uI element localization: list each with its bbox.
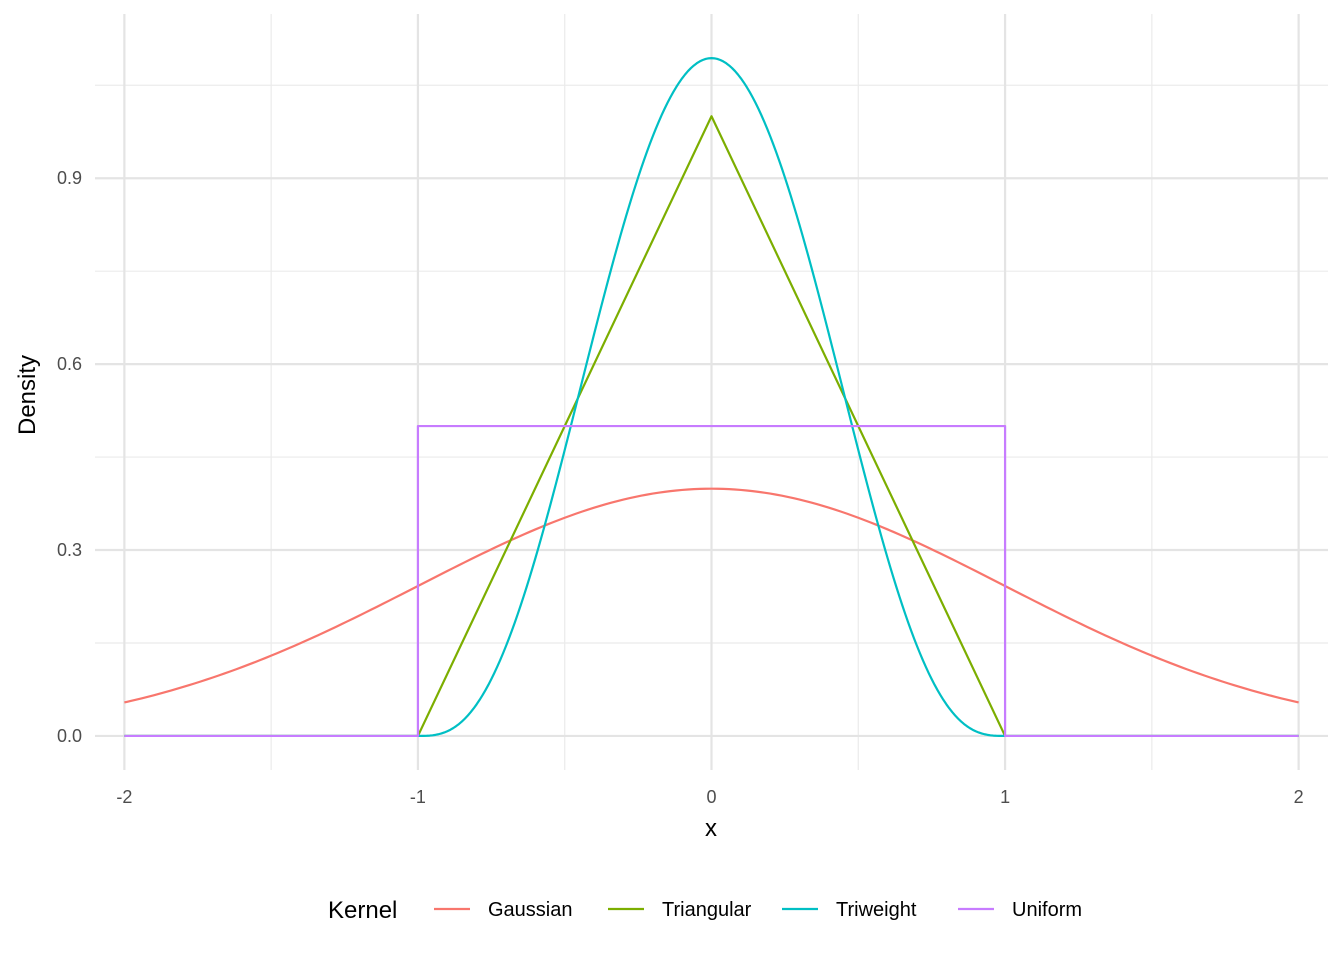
legend-label-gaussian: Gaussian bbox=[488, 899, 573, 921]
x-tick-label: -1 bbox=[410, 787, 426, 807]
legend-label-uniform: Uniform bbox=[1012, 899, 1082, 921]
legend-label-triweight: Triweight bbox=[836, 899, 917, 921]
x-tick-label: 0 bbox=[706, 787, 716, 807]
legend: Kernel Gaussian Triangular Triweight Unifor… bbox=[328, 897, 1082, 924]
y-tick-label: 0.3 bbox=[57, 540, 82, 560]
x-tick-label: 2 bbox=[1294, 787, 1304, 807]
legend-title: Kernel bbox=[328, 897, 397, 924]
legend-label-triangular: Triangular bbox=[662, 899, 752, 921]
plot-lines bbox=[124, 57, 1299, 738]
legend-items: Gaussian Triangular Triweight Uniform bbox=[434, 899, 1082, 921]
x-axis-title: x bbox=[705, 815, 717, 842]
y-axis-title: Density bbox=[14, 355, 41, 435]
x-tick-label: -2 bbox=[116, 787, 132, 807]
series-line-uniform bbox=[124, 424, 1299, 738]
tick-labels: -2 -1 0 1 2 0.0 0.3 0.6 0.9 bbox=[57, 168, 1304, 807]
y-tick-label: 0.6 bbox=[57, 354, 82, 374]
x-tick-label: 1 bbox=[1000, 787, 1010, 807]
y-tick-label: 0.0 bbox=[57, 726, 82, 746]
y-tick-label: 0.9 bbox=[57, 168, 82, 188]
series-line-triweight bbox=[124, 57, 1299, 738]
series-line-gaussian bbox=[124, 487, 1299, 704]
